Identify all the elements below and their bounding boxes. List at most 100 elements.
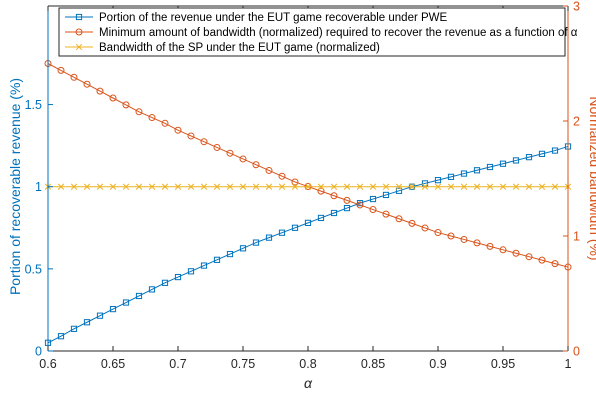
series-1-point xyxy=(252,161,260,169)
legend-marker-0 xyxy=(75,13,83,21)
series-1-point xyxy=(239,155,247,163)
legend-label-1: Minimum amount of bandwidth (normalized)… xyxy=(99,27,578,39)
series-0-line xyxy=(47,145,569,344)
series-2-point xyxy=(330,183,338,190)
series-0-point xyxy=(512,157,520,164)
x-tick-label: 0.95 xyxy=(491,357,515,371)
series-1-point xyxy=(538,256,546,264)
series-0-point xyxy=(187,268,195,275)
series-2-point xyxy=(408,183,416,190)
series-2-point xyxy=(226,183,234,190)
series-0-point xyxy=(265,234,273,241)
series-0-point xyxy=(499,160,507,167)
series-2-point xyxy=(512,183,520,190)
series-2-point xyxy=(278,183,286,190)
series-1-point xyxy=(109,94,117,102)
series-0-point xyxy=(473,167,481,174)
series-1-point xyxy=(226,149,234,157)
series-1-point xyxy=(200,138,208,146)
x-tick-label: 1 xyxy=(565,357,572,371)
x-tick-label: 0.75 xyxy=(231,357,255,371)
series-2-point xyxy=(213,183,221,190)
series-1-point xyxy=(278,172,286,180)
series-1-point xyxy=(343,196,351,204)
series-0-point xyxy=(70,325,78,332)
series-2-point xyxy=(421,183,429,190)
series-1-point xyxy=(161,119,169,127)
series-1-point xyxy=(96,87,104,95)
series-2-point xyxy=(382,183,390,190)
x-tick-label: 0.6 xyxy=(39,357,56,371)
series-2-point xyxy=(525,183,533,190)
series-2-point xyxy=(499,183,507,190)
series-2-point xyxy=(70,183,78,190)
series-1-point xyxy=(330,192,338,200)
series-0-point xyxy=(538,150,546,157)
series-1-point xyxy=(174,126,182,134)
x-axis-label: α xyxy=(304,375,313,391)
series-1-point xyxy=(486,242,494,250)
series-1-point xyxy=(57,66,65,74)
series-1-point xyxy=(499,246,507,254)
series-1-point xyxy=(395,215,403,223)
series-2-point xyxy=(486,183,494,190)
x-tick-label: 0.8 xyxy=(299,357,316,371)
y-left-tick-label: 1 xyxy=(35,180,42,194)
series-1-point xyxy=(460,235,468,243)
series-0-point xyxy=(135,292,143,300)
series-1-point xyxy=(135,108,143,116)
series-0-point xyxy=(382,191,390,199)
series-1-point xyxy=(525,253,533,261)
series-2-point xyxy=(447,183,455,190)
series-1-point xyxy=(213,143,221,151)
series-0-point xyxy=(330,209,338,217)
legend-label-2: Bandwidth of the SP under the EUT game (… xyxy=(99,42,380,54)
series-0-point xyxy=(109,306,117,313)
y-left-axis-label: Portion of recoverable revenue (%) xyxy=(7,78,23,295)
series-1-point xyxy=(447,232,455,240)
y-right-tick-label: 0 xyxy=(573,345,580,359)
series-0-point xyxy=(239,245,247,252)
x-tick-label: 0.7 xyxy=(169,357,186,371)
series-1-point xyxy=(187,132,195,140)
series-2-point xyxy=(187,183,195,190)
series-1-point xyxy=(473,239,481,247)
series-2-point xyxy=(317,183,325,190)
y-left-tick-label: 0 xyxy=(35,345,42,359)
series-0-point xyxy=(291,224,299,231)
series-2-point xyxy=(239,183,247,190)
series-1-point xyxy=(421,224,429,232)
series-1-point xyxy=(356,201,364,209)
series-1-point xyxy=(382,210,390,218)
series-2-point xyxy=(434,183,442,190)
y-right-tick-label: 3 xyxy=(573,0,580,14)
series-2-point xyxy=(369,183,377,190)
series-2-point xyxy=(96,183,104,190)
y-right-tick-label: 1 xyxy=(573,230,580,244)
legend-marker-2 xyxy=(75,43,83,51)
series-0-point xyxy=(148,286,156,293)
series-0-point xyxy=(369,195,377,203)
series-1-point xyxy=(408,219,416,227)
legend-label-0: Portion of the revenue under the EUT gam… xyxy=(99,12,448,24)
legend-marker-1 xyxy=(75,28,83,36)
series-2-point xyxy=(57,183,65,190)
series-1-point xyxy=(83,80,91,88)
series-1-point xyxy=(291,178,299,186)
series-0-point xyxy=(252,239,260,246)
series-2-point xyxy=(356,183,364,190)
series-1-point xyxy=(369,206,377,214)
series-1-point xyxy=(512,249,520,257)
series-0-point xyxy=(200,262,208,269)
series-2-point xyxy=(538,183,546,190)
series-0-point xyxy=(434,177,442,184)
series-0-point xyxy=(174,273,182,281)
series-0-point xyxy=(226,250,234,258)
series-0-point xyxy=(343,204,351,212)
series-1-point xyxy=(551,260,559,268)
series-1-point xyxy=(148,114,156,122)
series-2-point xyxy=(473,183,481,190)
x-tick-label: 0.65 xyxy=(101,357,125,371)
series-2-point xyxy=(83,183,91,190)
